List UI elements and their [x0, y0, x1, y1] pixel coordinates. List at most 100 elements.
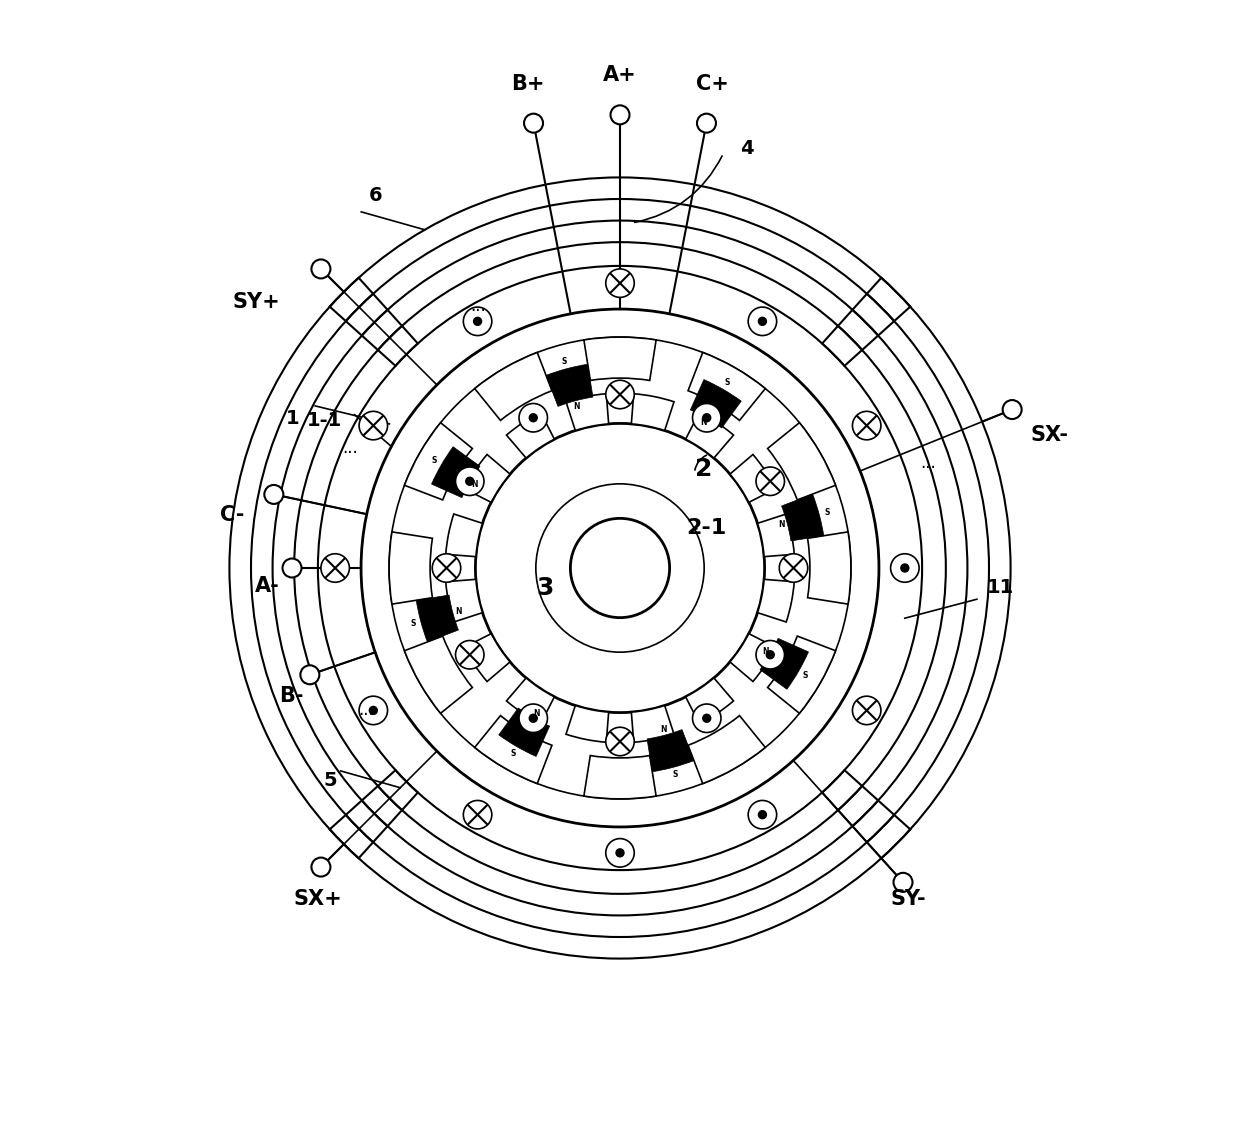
Text: N: N	[573, 402, 580, 411]
Wedge shape	[445, 579, 482, 623]
Circle shape	[264, 485, 283, 504]
Wedge shape	[445, 513, 482, 557]
Circle shape	[529, 715, 537, 722]
Circle shape	[455, 467, 484, 495]
Text: N: N	[660, 725, 667, 734]
Circle shape	[520, 403, 548, 432]
Circle shape	[311, 259, 330, 278]
Circle shape	[464, 801, 492, 829]
Text: A+: A+	[603, 65, 637, 84]
Circle shape	[852, 411, 880, 440]
Text: SY+: SY+	[232, 292, 280, 312]
Wedge shape	[506, 412, 554, 458]
Text: SY-: SY-	[892, 888, 926, 909]
Circle shape	[759, 811, 766, 819]
Circle shape	[321, 553, 350, 583]
Circle shape	[433, 553, 461, 583]
Text: S: S	[724, 378, 729, 387]
Text: S: S	[511, 749, 516, 758]
Wedge shape	[498, 708, 549, 757]
Circle shape	[606, 727, 634, 755]
Text: 2: 2	[694, 457, 712, 481]
Wedge shape	[389, 532, 433, 604]
Circle shape	[766, 651, 774, 659]
Text: ···: ···	[920, 459, 936, 477]
Circle shape	[311, 858, 330, 877]
Wedge shape	[417, 595, 459, 642]
Text: N: N	[533, 709, 539, 718]
Text: S: S	[432, 457, 438, 466]
Wedge shape	[475, 352, 552, 420]
Circle shape	[616, 849, 624, 857]
Wedge shape	[584, 755, 656, 799]
Wedge shape	[565, 705, 609, 742]
Wedge shape	[730, 454, 776, 502]
Circle shape	[692, 403, 720, 432]
Circle shape	[360, 411, 388, 440]
Text: S: S	[802, 670, 808, 679]
Text: 3: 3	[536, 576, 553, 600]
Wedge shape	[464, 454, 510, 502]
Wedge shape	[691, 379, 742, 428]
Circle shape	[894, 872, 913, 892]
Wedge shape	[686, 412, 734, 458]
Wedge shape	[758, 579, 795, 623]
Text: N: N	[701, 418, 707, 427]
Text: ···: ···	[342, 444, 357, 462]
Wedge shape	[758, 513, 795, 557]
Circle shape	[360, 696, 388, 725]
Text: N: N	[471, 479, 479, 488]
Wedge shape	[506, 678, 554, 724]
Circle shape	[779, 553, 807, 583]
Wedge shape	[404, 636, 472, 713]
Wedge shape	[631, 394, 675, 431]
Wedge shape	[631, 705, 675, 742]
Text: 5: 5	[324, 771, 337, 791]
Circle shape	[697, 114, 715, 133]
Text: ···: ···	[358, 705, 373, 724]
Circle shape	[466, 477, 474, 485]
Wedge shape	[647, 729, 694, 771]
Circle shape	[606, 381, 634, 409]
Circle shape	[890, 553, 919, 583]
Circle shape	[529, 414, 537, 421]
Text: 2-1: 2-1	[686, 518, 727, 537]
Wedge shape	[404, 423, 472, 500]
Wedge shape	[760, 638, 808, 690]
Text: N: N	[779, 520, 785, 529]
Text: S: S	[825, 508, 830, 517]
Circle shape	[852, 696, 880, 725]
Text: N: N	[455, 607, 461, 616]
Text: SX-: SX-	[1030, 425, 1069, 444]
Text: B-: B-	[279, 686, 304, 705]
Text: 4: 4	[740, 140, 754, 159]
Wedge shape	[688, 716, 765, 784]
Circle shape	[748, 801, 776, 829]
Text: N: N	[761, 648, 769, 657]
Circle shape	[464, 307, 492, 335]
Circle shape	[520, 704, 548, 733]
Circle shape	[370, 707, 377, 715]
Wedge shape	[686, 678, 734, 724]
Text: C+: C+	[696, 74, 729, 93]
Circle shape	[300, 666, 320, 684]
Circle shape	[759, 317, 766, 325]
Wedge shape	[730, 634, 776, 682]
Circle shape	[756, 467, 785, 495]
Wedge shape	[781, 494, 823, 541]
Circle shape	[703, 715, 711, 722]
Text: 11: 11	[986, 578, 1013, 596]
Circle shape	[283, 559, 301, 577]
Circle shape	[1003, 400, 1022, 419]
Circle shape	[606, 269, 634, 298]
Wedge shape	[432, 446, 480, 498]
Circle shape	[900, 563, 909, 573]
Text: 6: 6	[370, 186, 383, 206]
Text: 1-1: 1-1	[306, 410, 342, 429]
Wedge shape	[768, 423, 836, 500]
Circle shape	[748, 307, 776, 335]
Wedge shape	[768, 636, 836, 713]
Text: 1: 1	[285, 409, 299, 428]
Circle shape	[692, 704, 720, 733]
Circle shape	[756, 641, 785, 669]
